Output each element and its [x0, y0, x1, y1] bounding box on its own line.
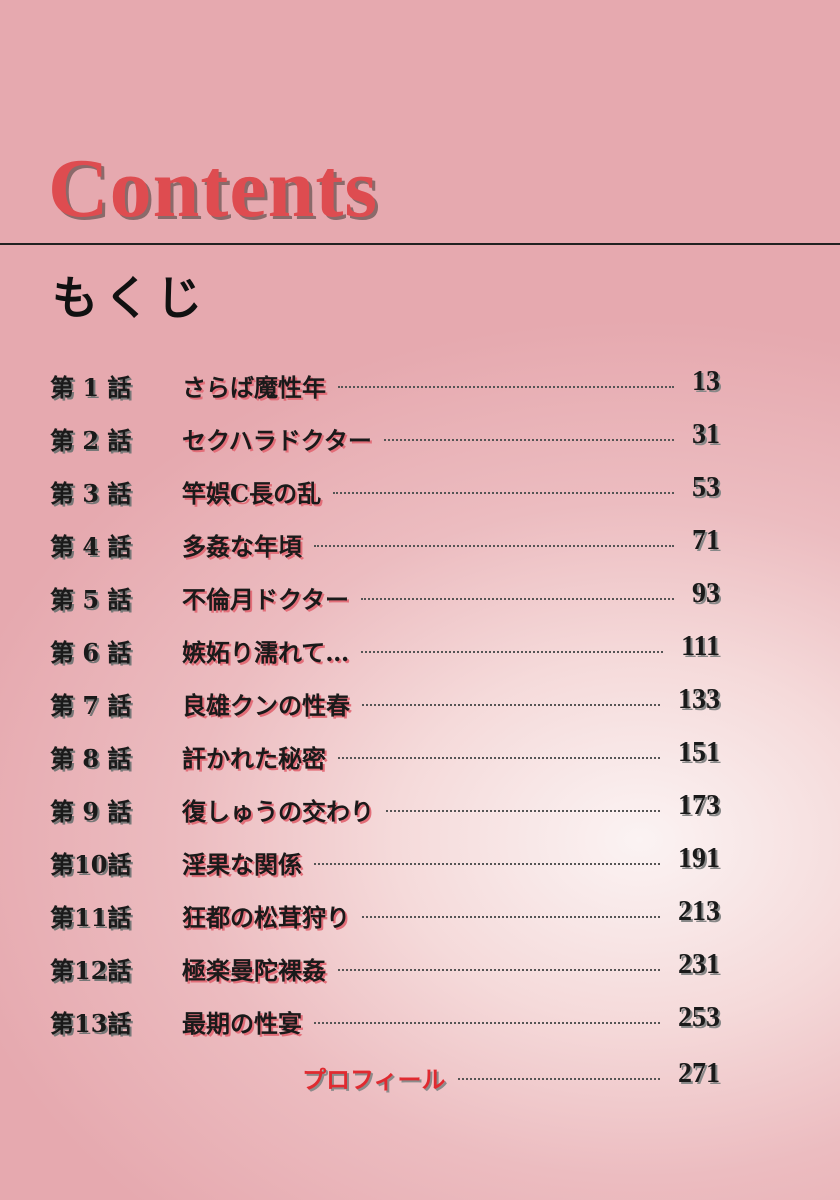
dot-leader: [314, 545, 674, 547]
toc-entry-page: 111: [681, 631, 720, 662]
toc-entry[interactable]: 第12話 極楽曼陀裸姦 231: [0, 947, 840, 987]
toc-entry-page: 133: [678, 684, 720, 715]
page-title: Contents: [48, 142, 379, 235]
toc-entry[interactable]: 第 1 話 さらば魔性年 13: [0, 364, 840, 404]
dot-leader: [458, 1078, 660, 1080]
toc-entry-label: 第 4 話: [50, 532, 132, 561]
dot-leader: [338, 386, 674, 388]
toc-entry-label: 第10話: [50, 850, 132, 879]
toc-entry-title: さらば魔性年: [182, 373, 326, 402]
dot-leader: [386, 810, 660, 812]
toc-entry-title: 良雄クンの性春: [182, 691, 350, 720]
toc-entry-page: 231: [678, 949, 720, 980]
toc-entry-label: 第 6 話: [50, 638, 132, 667]
toc-entry-title: セクハラドクター: [182, 426, 372, 455]
toc-entry-title: 極楽曼陀裸姦: [182, 956, 326, 985]
toc-entry-title: 多姦な年頃: [182, 532, 302, 561]
toc-entry[interactable]: 第 9 話 復しゅうの交わり 173: [0, 788, 840, 828]
toc-entry[interactable]: 第11話 狂都の松茸狩り 213: [0, 894, 840, 934]
dot-leader: [338, 757, 660, 759]
page-subtitle: もくじ: [52, 271, 208, 325]
toc-entry-label: 第 3 話: [50, 479, 132, 508]
toc-entry-page: 271: [678, 1058, 720, 1089]
toc-entry[interactable]: 第10話 淫果な関係 191: [0, 841, 840, 881]
toc-entry-title: 復しゅうの交わり: [182, 797, 374, 826]
toc-entry-label: 第12話: [50, 956, 132, 985]
toc-entry-title: 淫果な関係: [182, 850, 302, 879]
toc-entry-page: 213: [678, 896, 720, 927]
toc-entry-title: 不倫月ドクター: [182, 585, 350, 614]
toc-entry-page: 151: [678, 737, 720, 768]
toc-entry-page: 191: [678, 843, 720, 874]
dot-leader: [361, 598, 674, 600]
divider: [0, 243, 840, 245]
dot-leader: [314, 1022, 660, 1024]
dot-leader: [314, 863, 660, 865]
toc-entry-label: 第13話: [50, 1009, 132, 1038]
toc-entry-page: 253: [678, 1002, 720, 1033]
toc-entry-title: 嫉妬り濡れて…: [182, 638, 350, 667]
toc-entry[interactable]: 第 8 話 訐かれた秘密 151: [0, 735, 840, 775]
dot-leader: [362, 916, 660, 918]
toc-entry[interactable]: 第 3 話 竿娯C長の乱 53: [0, 470, 840, 510]
toc-entry-page: 173: [678, 790, 720, 821]
dot-leader: [338, 969, 660, 971]
toc-entry-title: 訐かれた秘密: [182, 744, 326, 773]
toc-entry-page: 71: [692, 525, 720, 556]
toc-entry-title: 竿娯C長の乱: [182, 479, 322, 508]
toc-entry-title: 狂都の松茸狩り: [182, 903, 350, 932]
toc-entry-label: 第 9 話: [50, 797, 132, 826]
toc-entry[interactable]: 第13話 最期の性宴 253: [0, 1000, 840, 1040]
dot-leader: [361, 651, 663, 653]
toc-entry-profile[interactable]: プロフィール 271: [0, 1056, 840, 1096]
toc-entry-page: 93: [692, 578, 720, 609]
toc-entry-label: 第 1 話: [50, 373, 132, 402]
toc-entry-label: 第 7 話: [50, 691, 132, 720]
toc-entry-title: プロフィール: [302, 1065, 446, 1094]
toc-entry[interactable]: 第 5 話 不倫月ドクター 93: [0, 576, 840, 616]
toc-entry-title: 最期の性宴: [182, 1009, 302, 1038]
dot-leader: [333, 492, 674, 494]
toc-entry[interactable]: 第 6 話 嫉妬り濡れて… 111: [0, 629, 840, 669]
toc-entry-label: 第 8 話: [50, 744, 132, 773]
toc-entry[interactable]: 第 7 話 良雄クンの性春 133: [0, 682, 840, 722]
toc-entry[interactable]: 第 2 話 セクハラドクター 31: [0, 417, 840, 457]
toc-entry-label: 第 2 話: [50, 426, 132, 455]
toc-entry-label: 第 5 話: [50, 585, 132, 614]
toc-entry[interactable]: 第 4 話 多姦な年頃 71: [0, 523, 840, 563]
toc-entry-label: 第11話: [50, 903, 132, 932]
toc-entry-page: 31: [692, 419, 720, 450]
toc-entry-page: 13: [692, 366, 720, 397]
toc-entry-page: 53: [692, 472, 720, 503]
dot-leader: [384, 439, 674, 441]
dot-leader: [362, 704, 660, 706]
